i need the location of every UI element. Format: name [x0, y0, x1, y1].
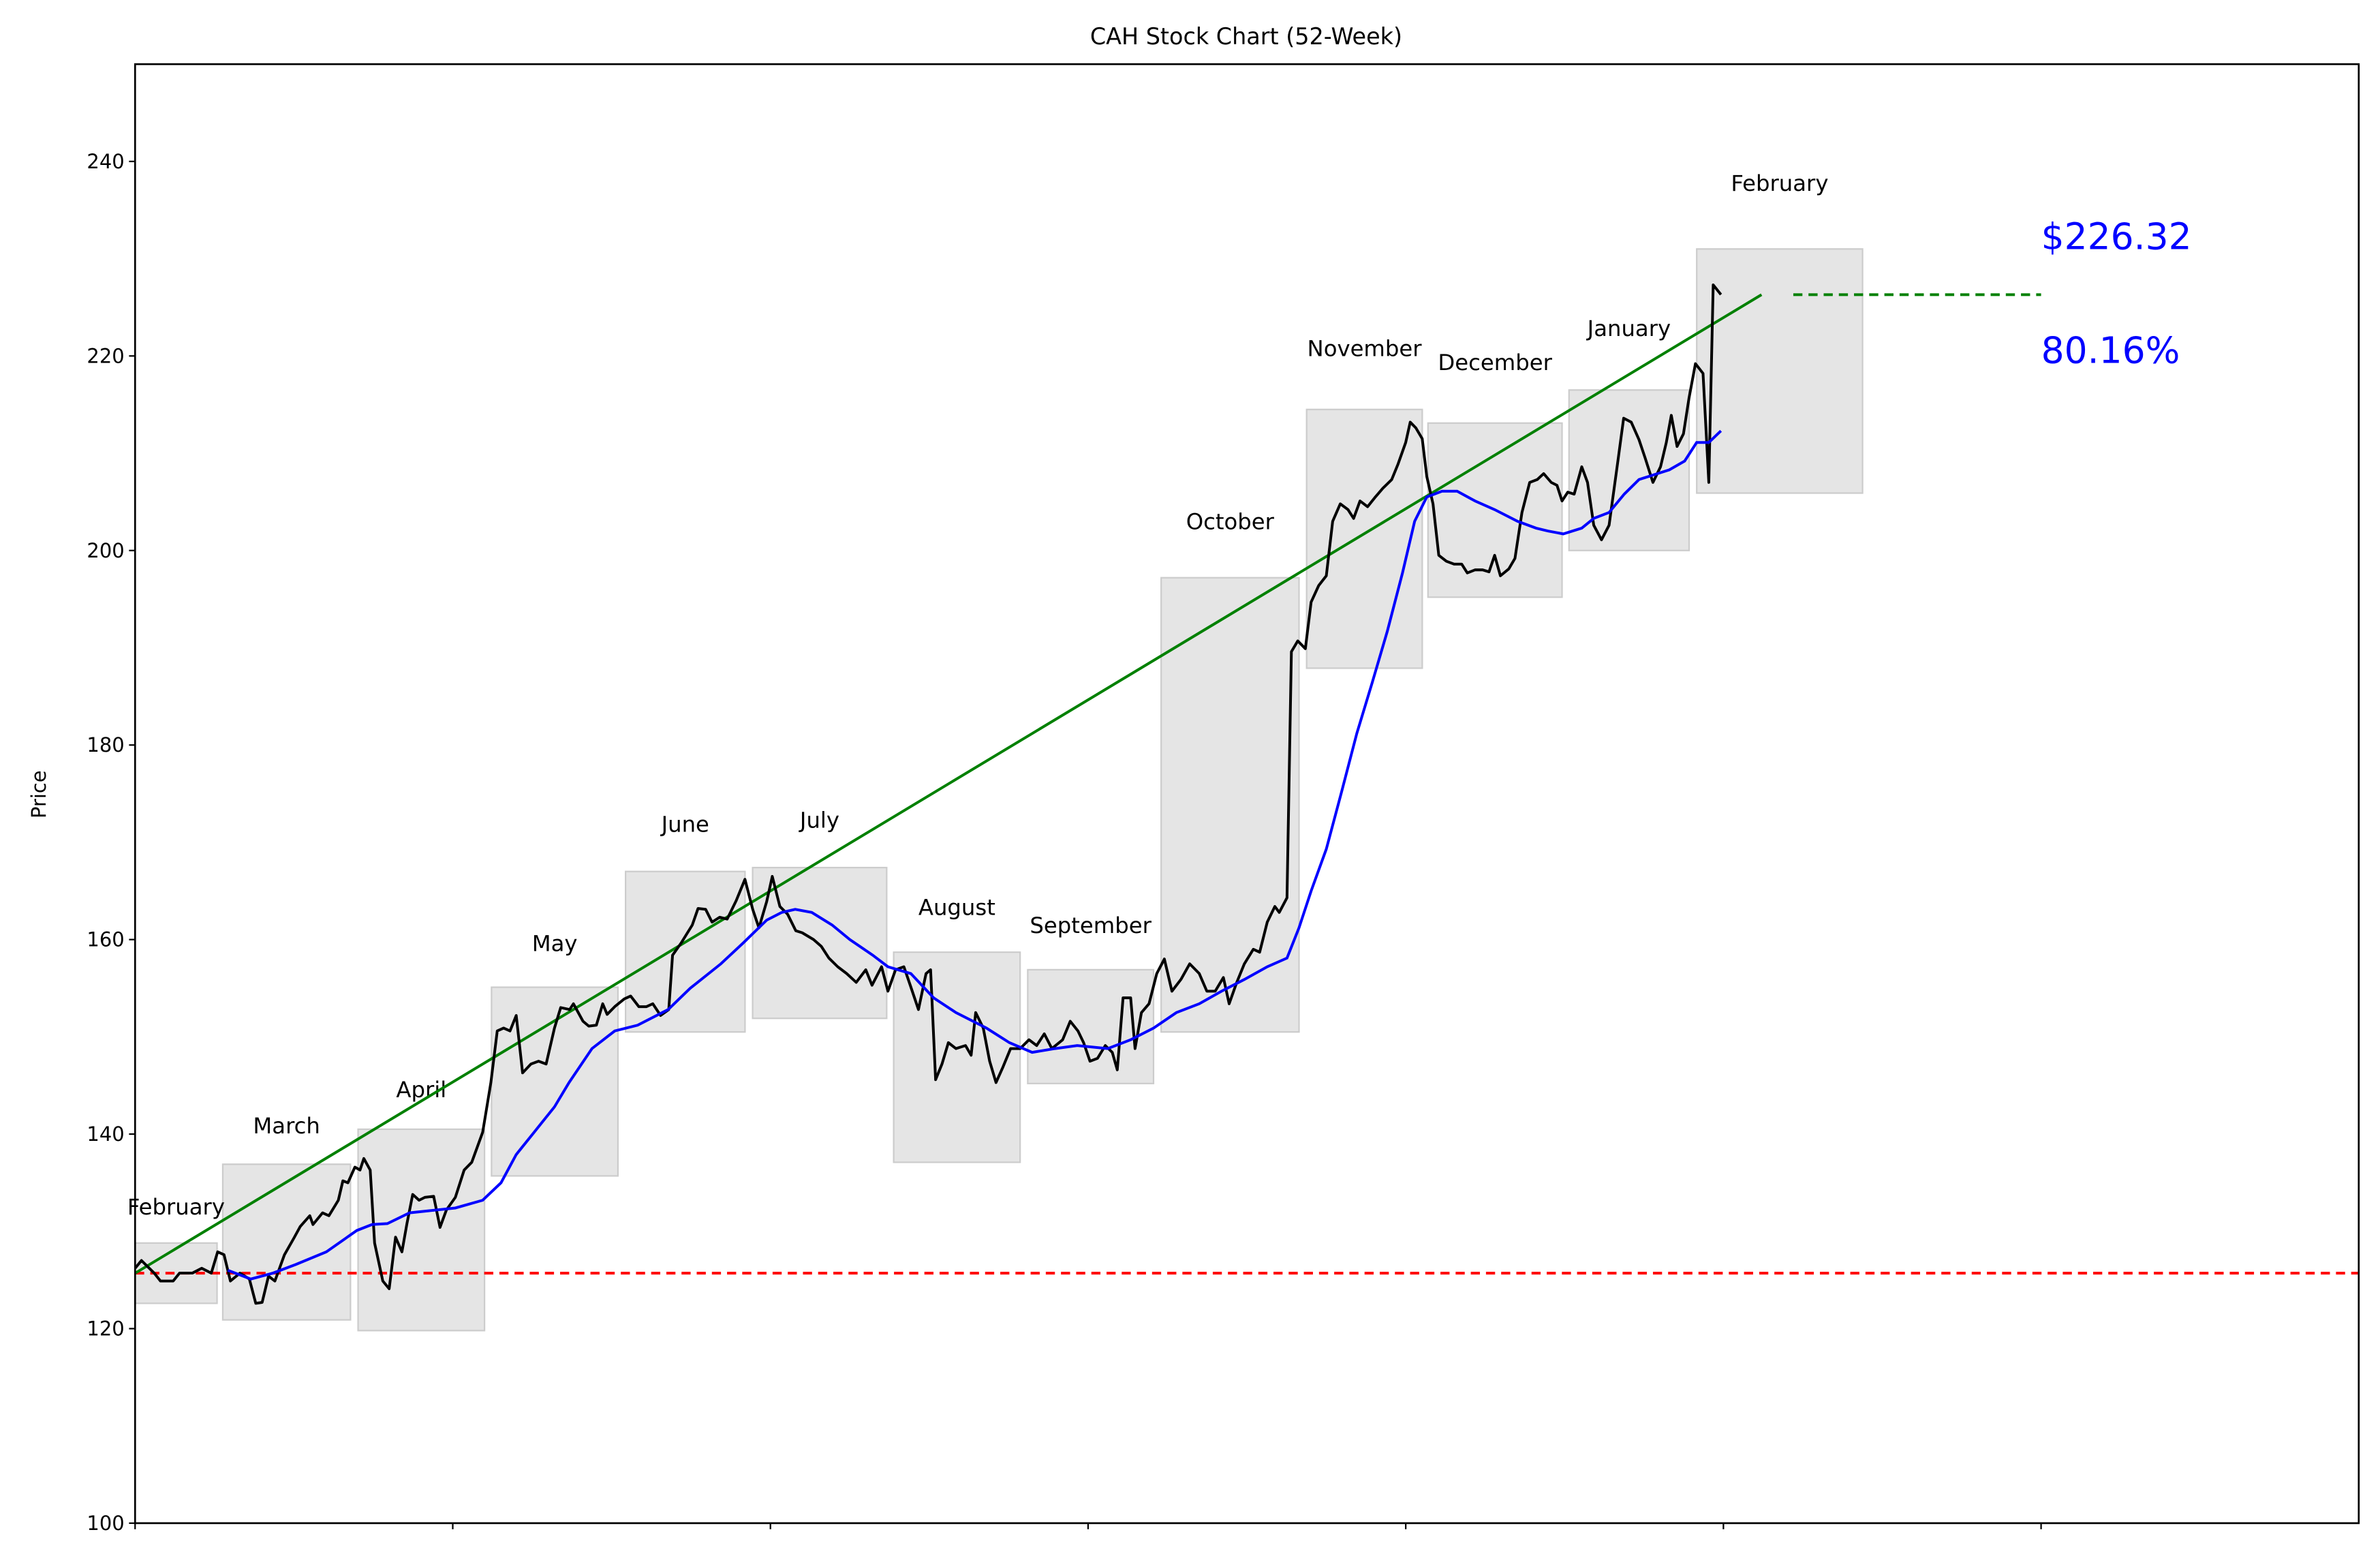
y-tick-label: 160 [87, 928, 124, 951]
month-box [491, 986, 619, 1177]
month-box [1027, 968, 1155, 1084]
month-box [1696, 248, 1864, 494]
y-tick-label: 240 [87, 150, 124, 173]
month-label: February [127, 1194, 225, 1220]
x-axis [134, 1523, 2042, 1529]
month-label: September [1030, 913, 1152, 938]
month-label: November [1308, 335, 1423, 361]
month-label: January [1586, 316, 1671, 341]
month-label: February [1731, 170, 1828, 196]
month-label: July [799, 808, 839, 833]
trend-line [134, 293, 1763, 1274]
month-box [752, 866, 888, 1020]
y-tick-label: 200 [87, 539, 124, 562]
month-label: June [660, 812, 709, 838]
y-axis: 100 120 140 160 180 200 220 240 [87, 150, 136, 1535]
series-lines [134, 284, 2359, 1305]
percent-change-label: 80.16% [2041, 328, 2180, 371]
month-label: October [1186, 509, 1275, 535]
y-tick-label: 140 [87, 1122, 124, 1146]
y-tick-label: 100 [87, 1512, 124, 1535]
y-axis-label: Price [27, 770, 50, 819]
current-price-label: $226.32 [2041, 215, 2192, 258]
moving-average-line [227, 429, 1722, 1281]
month-boxes [134, 248, 1864, 1332]
month-box [893, 951, 1021, 1163]
y-tick-label: 180 [87, 733, 124, 756]
plot-frame [134, 63, 2360, 1525]
month-label: August [918, 895, 995, 921]
price-line [134, 284, 1722, 1305]
month-label: March [253, 1113, 320, 1139]
y-tick-label: 220 [87, 344, 124, 367]
y-tick-label: 120 [87, 1317, 124, 1341]
month-box [1160, 577, 1300, 1033]
month-box [357, 1128, 486, 1332]
chart-title: CAH Stock Chart (52-Week) [1090, 23, 1402, 50]
month-label: May [532, 931, 578, 957]
month-box [221, 1163, 352, 1321]
month-label: December [1438, 350, 1552, 376]
month-box [624, 870, 746, 1033]
